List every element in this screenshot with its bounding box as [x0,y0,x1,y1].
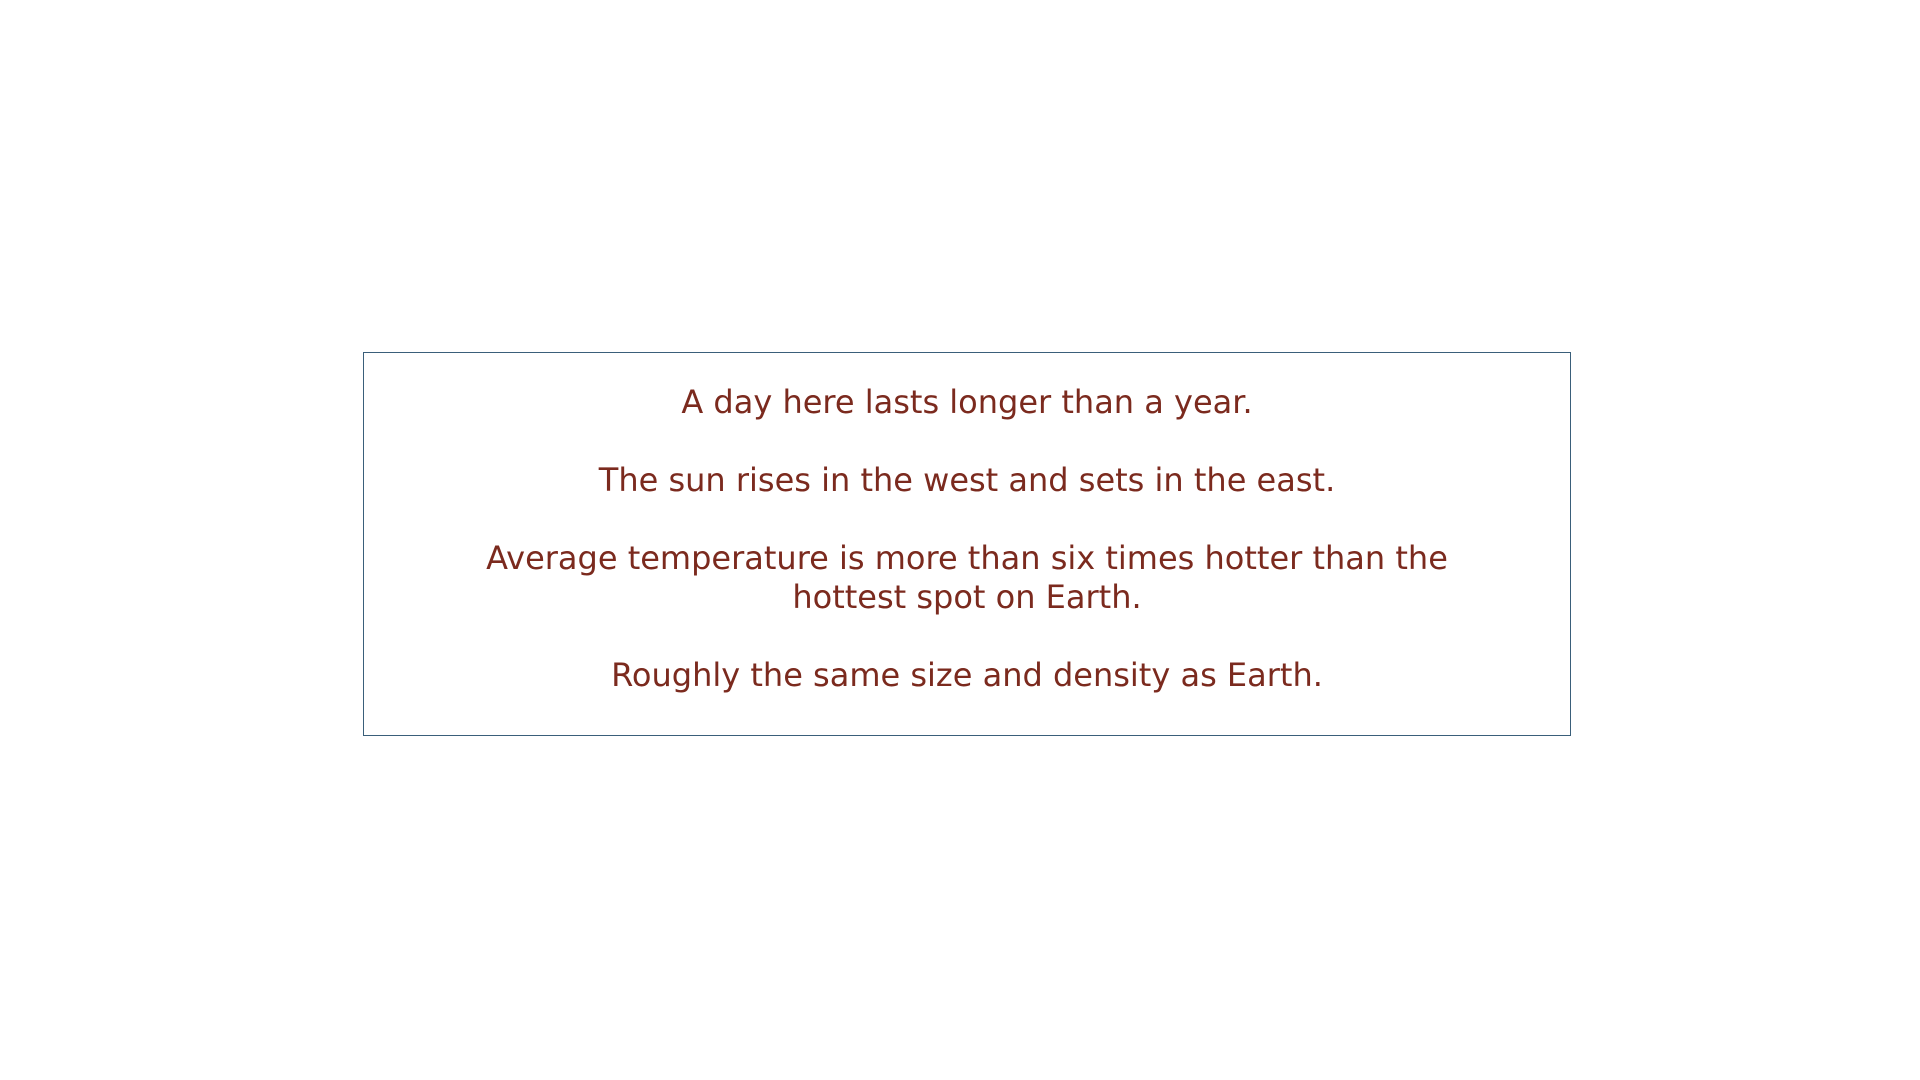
fact-size-density: Roughly the same size and density as Ear… [611,656,1323,694]
fact-box: A day here lasts longer than a year. The… [363,352,1571,736]
fact-day-length: A day here lasts longer than a year. [681,383,1253,421]
fact-temperature: Average temperature is more than six tim… [486,539,1448,616]
fact-sun-direction: The sun rises in the west and sets in th… [598,461,1336,499]
